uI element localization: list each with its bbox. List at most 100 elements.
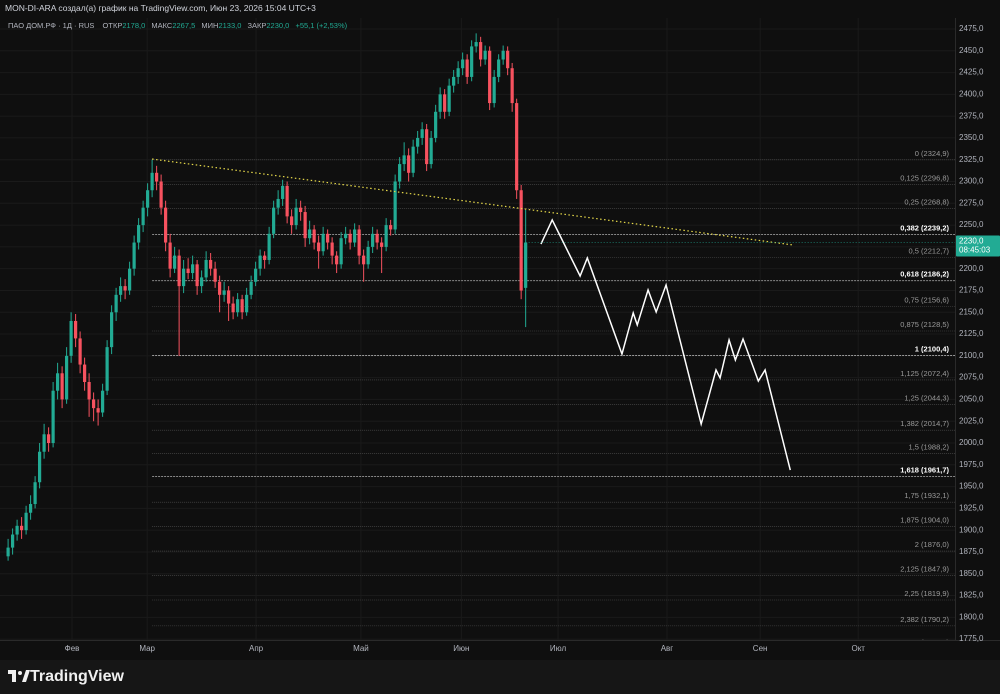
candle-body: [231, 303, 235, 313]
candle-body: [227, 290, 231, 304]
candle-body: [371, 233, 375, 247]
candle-body: [137, 225, 141, 243]
plot-area: 0 (2324,9) 0,125 (2296,8) 0,25 (2268,8) 0,3…: [6, 33, 955, 640]
y-tick-label: 2350,0: [959, 133, 984, 142]
y-tick-label: 1825,0: [959, 591, 984, 600]
candle-body: [501, 50, 505, 60]
x-tick-label: Фев: [65, 644, 80, 653]
candle-body: [470, 46, 474, 77]
candle-body: [42, 434, 46, 452]
fib-level-label: 2,382 (1790,2): [900, 615, 949, 624]
candle-body: [429, 137, 433, 165]
candle-body: [510, 68, 514, 104]
logo-shape: [18, 671, 22, 675]
symbol: ПАО ДОМ.РФ · 1Д · RUS: [8, 21, 95, 30]
candle-body: [155, 172, 159, 182]
candle-body: [204, 259, 208, 278]
x-tick-label: Апр: [249, 644, 264, 653]
footer: TradingView: [0, 660, 1000, 694]
logo-text: TradingView: [30, 668, 124, 685]
y-tick-label: 1875,0: [959, 547, 984, 556]
candle-body: [164, 207, 168, 243]
x-tick-label: Окт: [851, 644, 865, 653]
candle-body: [254, 268, 258, 282]
y-tick-label: 2400,0: [959, 89, 984, 98]
candle-body: [488, 50, 492, 104]
y-tick-label: 2150,0: [959, 307, 984, 316]
candle-body: [362, 255, 366, 265]
candle-body: [78, 338, 82, 365]
x-tick-label: Сен: [753, 644, 768, 653]
y-tick-label: 2300,0: [959, 177, 984, 186]
candle-body: [411, 146, 415, 173]
candle-body: [425, 129, 429, 165]
candle-body: [150, 172, 154, 191]
candle-body: [240, 299, 244, 313]
candle-body: [69, 320, 73, 356]
candle-body: [51, 390, 55, 444]
fib-level-label: 0,5 (2212,7): [909, 247, 950, 256]
fib-level-label: 1,125 (2072,4): [900, 369, 949, 378]
candle-body: [366, 246, 370, 265]
fib-level-label: 1 (2100,4): [915, 344, 950, 353]
candle-body: [479, 42, 483, 60]
open-value: 2178,0: [122, 21, 146, 30]
candle-body: [492, 76, 496, 104]
candle-body: [276, 198, 280, 208]
fib-level-label: 2,125 (1847,9): [900, 565, 949, 574]
last-price-tag: [956, 235, 1000, 257]
fib-level-label: 0 (2324,9): [915, 149, 950, 158]
y-tick-label: 2425,0: [959, 68, 984, 77]
candle-body: [312, 229, 316, 243]
candle-body: [474, 42, 478, 47]
candle-body: [128, 268, 132, 291]
fib-level-label: 1,25 (2044,3): [904, 393, 949, 402]
fib-level-label: 0,875 (2128,5): [900, 320, 949, 329]
y-tick-label: 1800,0: [959, 612, 984, 621]
author-line: MON-DI-ARA создал(а) график на TradingVi…: [5, 3, 316, 13]
candle-body: [393, 181, 397, 230]
candle-body: [375, 233, 379, 243]
close-value: 2230,0: [266, 21, 290, 30]
candle-body: [308, 229, 312, 239]
candle-body: [497, 59, 501, 77]
last-price-label: 2230,0: [959, 237, 984, 246]
trendline: [152, 158, 794, 246]
close-label: ЗАКР: [247, 21, 267, 30]
candle-body: [195, 264, 199, 287]
candle-body: [56, 373, 60, 391]
candle-body: [443, 94, 447, 112]
candle-body: [407, 155, 411, 173]
x-tick-label: Июл: [550, 644, 567, 653]
low-value: 2133,0: [218, 21, 242, 30]
candle-body: [321, 233, 325, 252]
fib-level-label: 0,125 (2296,8): [900, 173, 949, 182]
y-tick-label: 2000,0: [959, 438, 984, 447]
candle-body: [114, 294, 118, 313]
candle-body: [74, 320, 78, 339]
candle-body: [159, 181, 163, 208]
fib-level-label: 1,875 (1904,0): [900, 516, 949, 525]
candle-body: [146, 190, 150, 208]
candle-body: [519, 190, 523, 291]
fib-level-label: 0,75 (2156,6): [904, 295, 949, 304]
open-label: ОТКР: [102, 21, 123, 30]
candle-body: [357, 229, 361, 256]
projection-path: [540, 218, 792, 471]
fib-level-label: 1,75 (1932,1): [904, 491, 949, 500]
candle-body: [317, 242, 321, 252]
candle-body: [92, 399, 96, 409]
candle-body: [218, 281, 222, 295]
candle-body: [389, 225, 393, 230]
candle-body: [65, 355, 69, 400]
candle-body: [398, 164, 402, 182]
candle-body: [326, 233, 330, 243]
y-tick-label: 2075,0: [959, 373, 984, 382]
candle-body: [245, 294, 249, 313]
y-tick-label: 2275,0: [959, 198, 984, 207]
y-tick-label: 2050,0: [959, 395, 984, 404]
candle-body: [384, 225, 388, 247]
candle-body: [416, 137, 420, 147]
candle-body: [15, 525, 19, 535]
high-label: МАКС: [151, 21, 173, 30]
